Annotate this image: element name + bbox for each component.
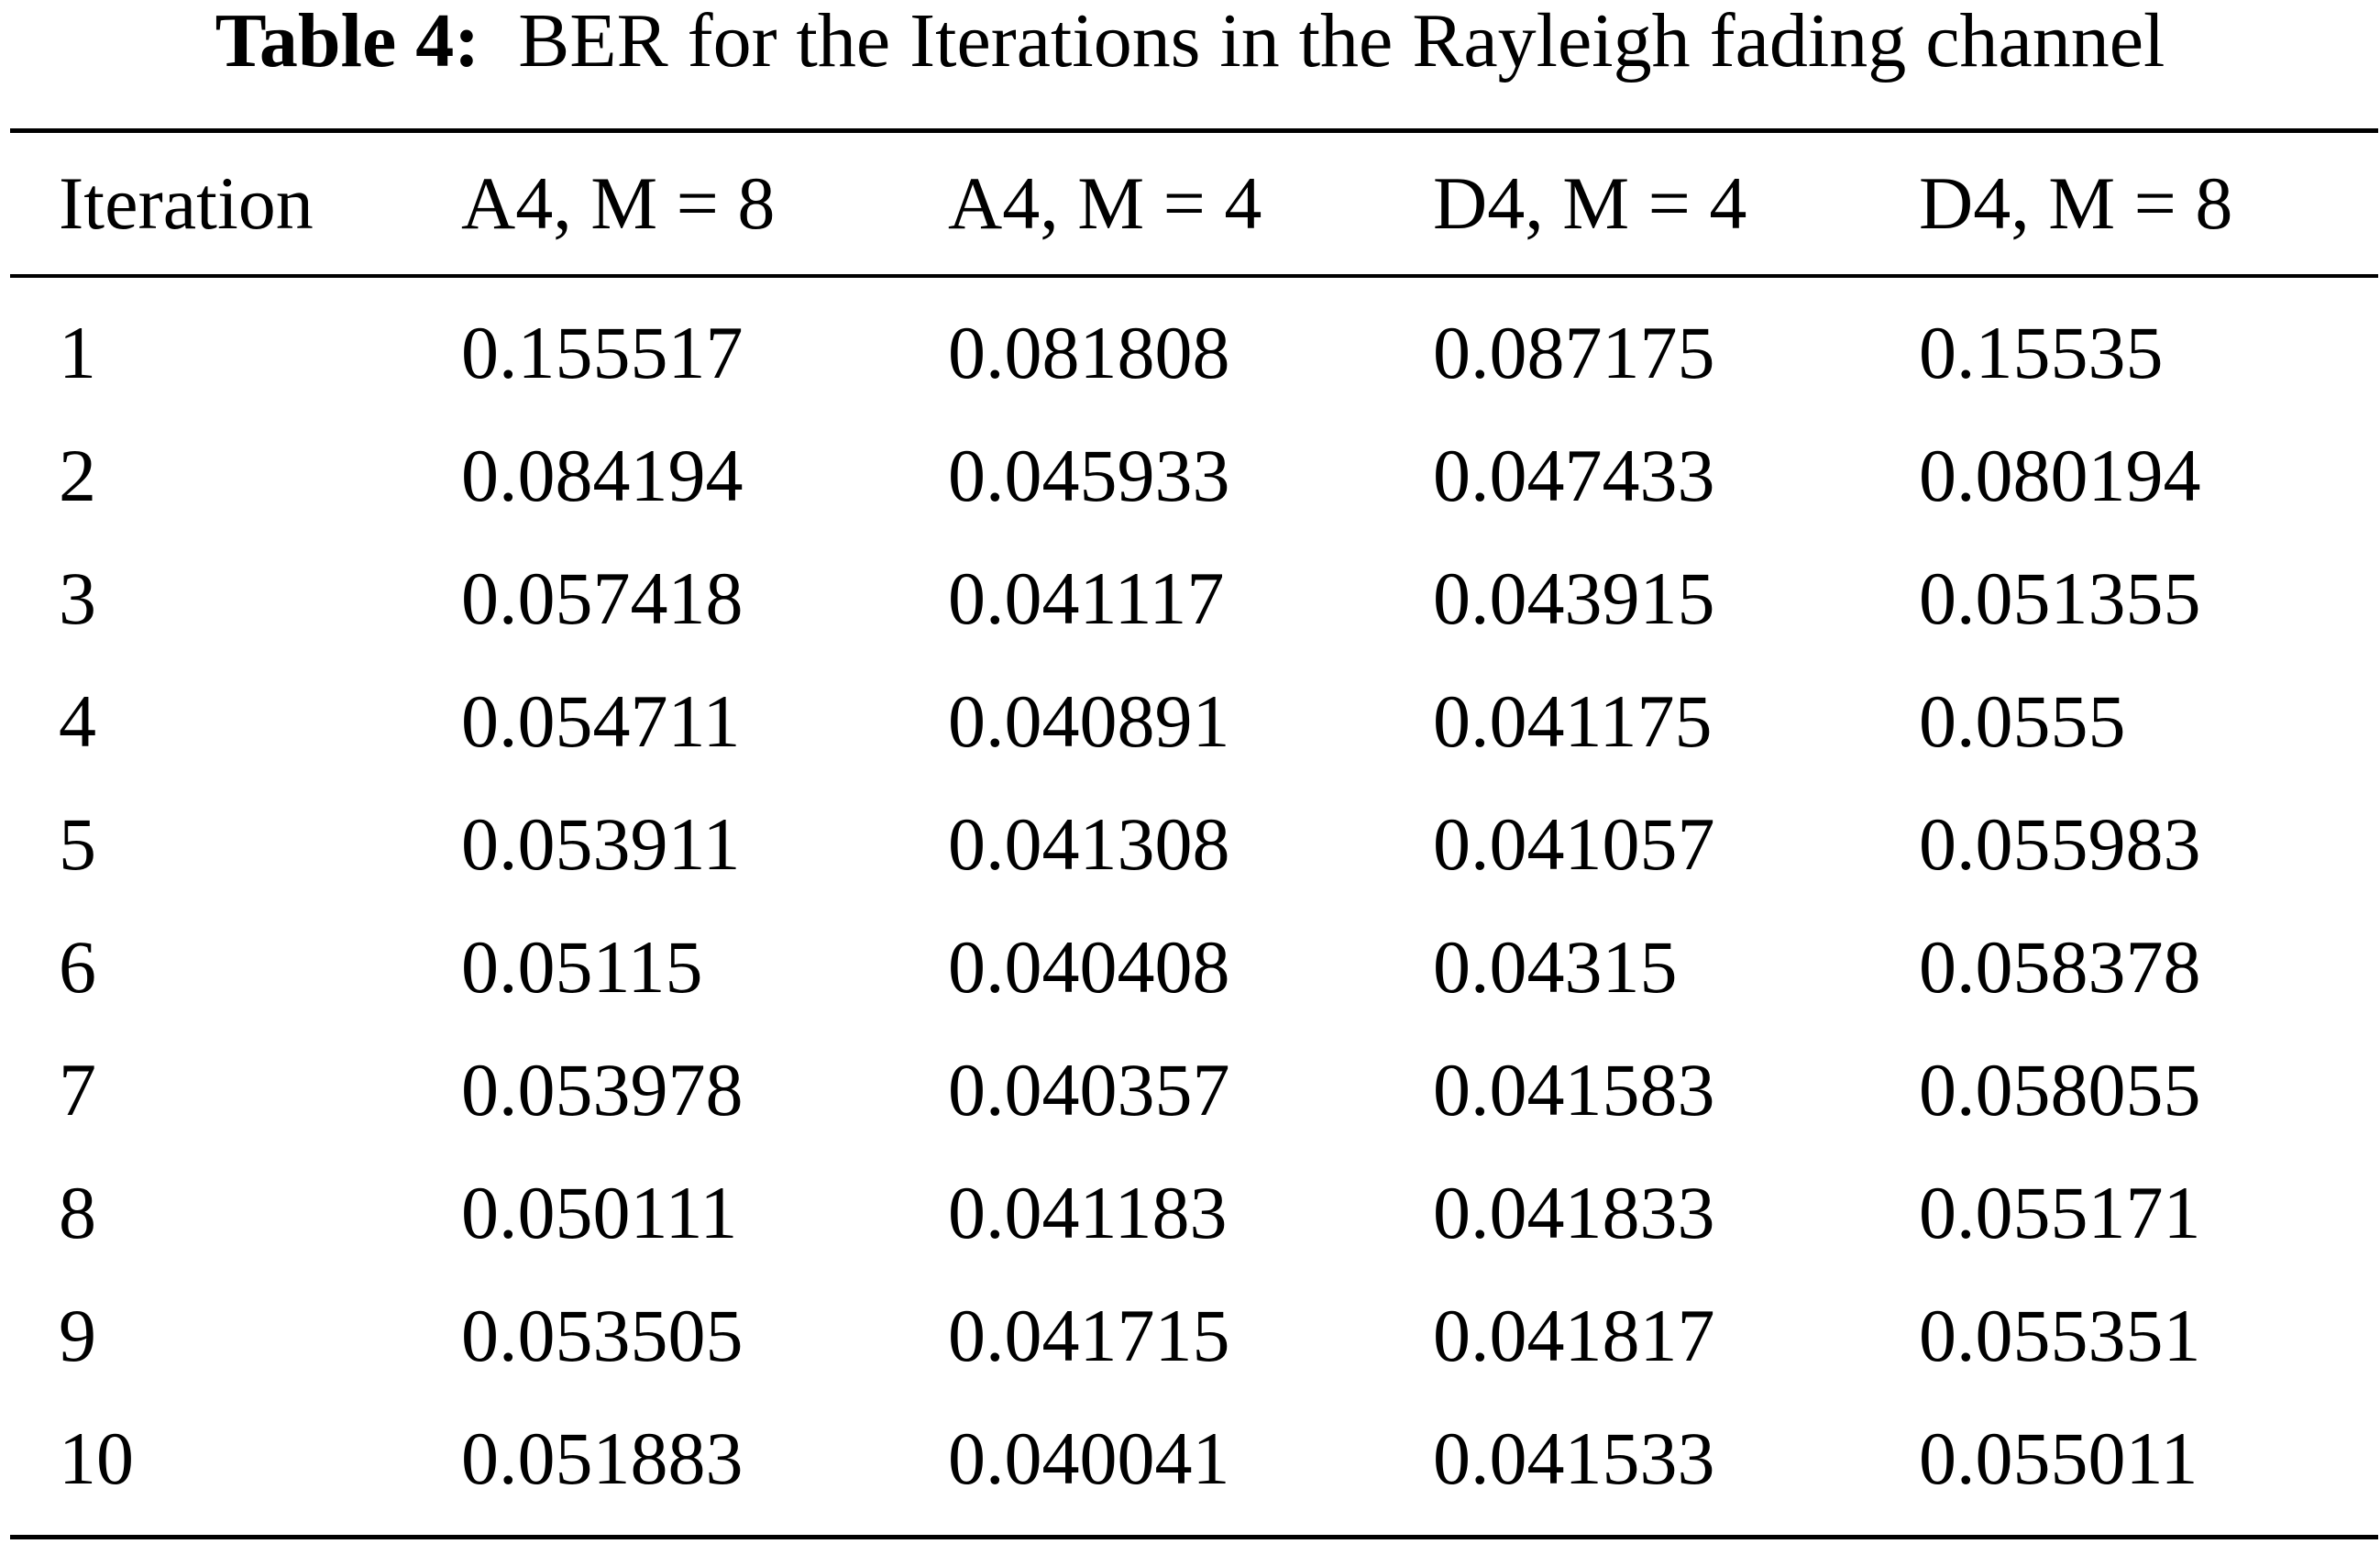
table-caption-label: Table 4: <box>215 0 480 83</box>
table-row: 2 0.084194 0.045933 0.047433 0.080194 <box>0 414 2380 537</box>
table-header-row: Iteration A4, M = 8 A4, M = 4 D4, M = 4 … <box>0 133 2380 274</box>
cell-d4-m4: 0.041175 <box>1433 679 1713 763</box>
table-row: 7 0.053978 0.040357 0.041583 0.058055 <box>0 1029 2380 1152</box>
cell-d4-m8: 0.058378 <box>1919 925 2201 1009</box>
cell-d4-m8: 0.058055 <box>1919 1048 2201 1131</box>
cell-a4-m8: 0.05115 <box>461 925 703 1009</box>
table-row: 3 0.057418 0.041117 0.043915 0.051355 <box>0 537 2380 660</box>
cell-d4-m8: 0.15535 <box>1919 311 2164 394</box>
table-bottom-rule <box>10 1535 2378 1539</box>
cell-d4-m4: 0.041833 <box>1433 1171 1715 1254</box>
cell-a4-m8: 0.155517 <box>461 311 744 394</box>
cell-a4-m4: 0.041183 <box>948 1171 1228 1254</box>
cell-iteration: 10 <box>59 1417 134 1500</box>
table-row: 8 0.050111 0.041183 0.041833 0.055171 <box>0 1152 2380 1274</box>
cell-iteration: 5 <box>59 802 96 886</box>
cell-a4-m4: 0.040041 <box>948 1417 1230 1500</box>
header-d4-m4: D4, M = 4 <box>1433 161 1747 245</box>
table-header-rule <box>10 274 2378 278</box>
cell-d4-m4: 0.04315 <box>1433 925 1678 1009</box>
cell-a4-m8: 0.053911 <box>461 802 741 886</box>
table-row: 1 0.155517 0.081808 0.087175 0.15535 <box>0 292 2380 414</box>
cell-a4-m4: 0.041715 <box>948 1294 1230 1377</box>
header-iteration: Iteration <box>59 161 314 245</box>
cell-a4-m4: 0.081808 <box>948 311 1230 394</box>
cell-d4-m4: 0.041533 <box>1433 1417 1715 1500</box>
cell-a4-m8: 0.057418 <box>461 557 744 640</box>
table-top-rule <box>10 128 2378 133</box>
cell-iteration: 7 <box>59 1048 96 1131</box>
cell-a4-m8: 0.053978 <box>461 1048 744 1131</box>
cell-d4-m8: 0.080194 <box>1919 434 2201 517</box>
table-row: 10 0.051883 0.040041 0.041533 0.055011 <box>0 1397 2380 1520</box>
header-a4-m4: A4, M = 4 <box>948 161 1262 245</box>
cell-a4-m4: 0.045933 <box>948 434 1230 517</box>
cell-d4-m8: 0.055011 <box>1919 1417 2198 1500</box>
cell-a4-m4: 0.040357 <box>948 1048 1230 1131</box>
cell-iteration: 6 <box>59 925 96 1009</box>
table-row: 4 0.054711 0.040891 0.041175 0.0555 <box>0 660 2380 783</box>
cell-iteration: 8 <box>59 1171 96 1254</box>
cell-d4-m8: 0.055351 <box>1919 1294 2201 1377</box>
cell-a4-m4: 0.041117 <box>948 557 1225 640</box>
cell-iteration: 9 <box>59 1294 96 1377</box>
cell-iteration: 3 <box>59 557 96 640</box>
cell-d4-m8: 0.051355 <box>1919 557 2201 640</box>
cell-d4-m8: 0.0555 <box>1919 679 2126 763</box>
table-row: 5 0.053911 0.041308 0.041057 0.055983 <box>0 783 2380 906</box>
cell-d4-m8: 0.055171 <box>1919 1171 2201 1254</box>
cell-d4-m4: 0.041583 <box>1433 1048 1715 1131</box>
cell-a4-m8: 0.051883 <box>461 1417 744 1500</box>
cell-d4-m4: 0.041817 <box>1433 1294 1715 1377</box>
table-caption-text: BER for the Iterations in the Rayleigh f… <box>518 0 2165 83</box>
cell-d4-m4: 0.043915 <box>1433 557 1715 640</box>
cell-d4-m4: 0.047433 <box>1433 434 1715 517</box>
table-caption: Table 4: BER for the Iterations in the R… <box>0 0 2380 83</box>
header-d4-m8: D4, M = 8 <box>1919 161 2233 245</box>
cell-a4-m4: 0.040891 <box>948 679 1230 763</box>
cell-a4-m8: 0.084194 <box>461 434 744 517</box>
cell-a4-m8: 0.053505 <box>461 1294 744 1377</box>
cell-a4-m4: 0.040408 <box>948 925 1230 1009</box>
cell-d4-m4: 0.087175 <box>1433 311 1715 394</box>
header-a4-m8: A4, M = 8 <box>461 161 776 245</box>
cell-iteration: 1 <box>59 311 96 394</box>
cell-a4-m4: 0.041308 <box>948 802 1230 886</box>
table-row: 9 0.053505 0.041715 0.041817 0.055351 <box>0 1274 2380 1397</box>
cell-d4-m4: 0.041057 <box>1433 802 1715 886</box>
cell-a4-m8: 0.050111 <box>461 1171 738 1254</box>
cell-iteration: 2 <box>59 434 96 517</box>
cell-a4-m8: 0.054711 <box>461 679 741 763</box>
cell-iteration: 4 <box>59 679 96 763</box>
table-row: 6 0.05115 0.040408 0.04315 0.058378 <box>0 906 2380 1029</box>
cell-d4-m8: 0.055983 <box>1919 802 2201 886</box>
